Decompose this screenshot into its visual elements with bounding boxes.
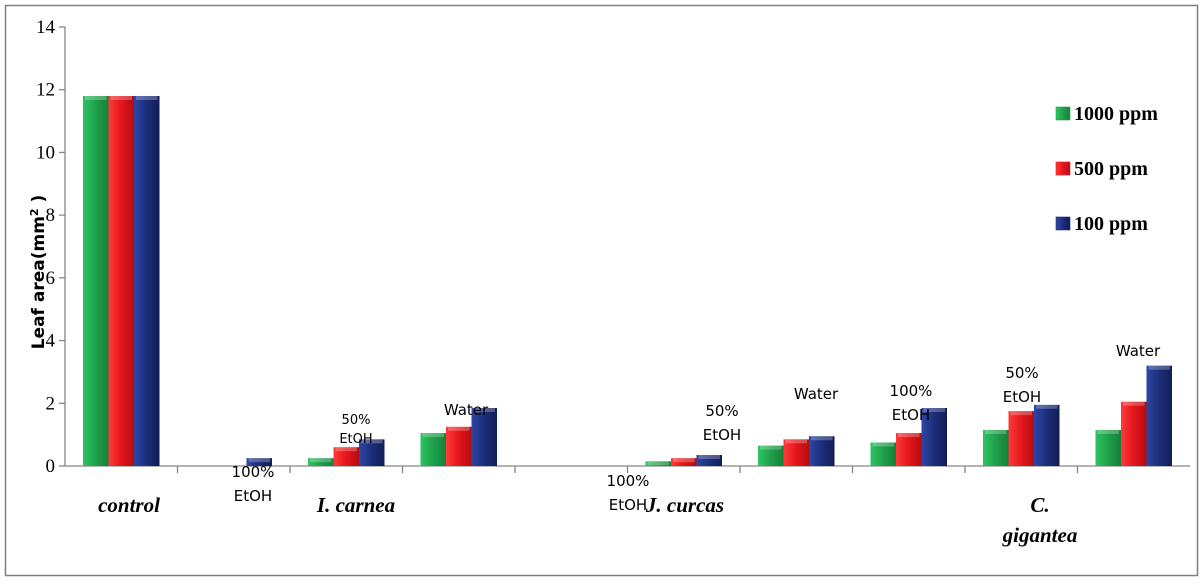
legend-swatch bbox=[1055, 161, 1071, 176]
y-axis-title-superscript: 2 bbox=[28, 208, 41, 216]
category-labels: control I. carnea J. curcas C. gigantea bbox=[98, 493, 1077, 547]
bar-top-highlight bbox=[985, 429, 1007, 434]
bar-top-highlight bbox=[1148, 365, 1170, 370]
legend-label: 1000 ppm bbox=[1074, 103, 1158, 125]
bar-top-highlight bbox=[110, 95, 132, 100]
bar-500ppm bbox=[108, 95, 134, 466]
y-tick-label: 0 bbox=[46, 456, 56, 477]
bar-top-highlight bbox=[473, 407, 495, 412]
bar-500ppm bbox=[1008, 411, 1034, 466]
bar-top-highlight bbox=[647, 461, 669, 466]
bar-top-highlight bbox=[248, 458, 270, 463]
bar-top-highlight bbox=[136, 95, 158, 100]
bar-100ppm bbox=[471, 407, 497, 466]
bar-top-highlight bbox=[1123, 401, 1145, 406]
bar-top-highlight bbox=[310, 458, 332, 463]
bar-top-highlight bbox=[811, 436, 833, 441]
group-label: EtOH bbox=[339, 432, 372, 447]
bar-1000ppm bbox=[870, 442, 896, 466]
bar-1000ppm bbox=[420, 433, 446, 466]
y-tick-label: 4 bbox=[46, 331, 56, 352]
bar-100ppm bbox=[134, 95, 160, 466]
group-label: EtOH bbox=[703, 426, 741, 444]
y-tick-label: 2 bbox=[46, 393, 56, 414]
group-label: 100% bbox=[890, 382, 933, 400]
legend-label: 100 ppm bbox=[1074, 213, 1148, 235]
y-axis-label: Leaf area(mm2 ) bbox=[28, 195, 50, 350]
group-label: Water bbox=[444, 401, 489, 419]
group-label: EtOH bbox=[1003, 388, 1041, 406]
bar-top-highlight bbox=[335, 447, 357, 452]
bar-top-highlight bbox=[422, 433, 444, 438]
group-label: 100% bbox=[232, 463, 275, 481]
y-axis-title-main: Leaf area(mm bbox=[29, 216, 49, 349]
group-label: 50% bbox=[342, 413, 371, 428]
bar-500ppm bbox=[671, 458, 697, 466]
bar-top-highlight bbox=[1010, 411, 1032, 416]
bar-1000ppm bbox=[83, 95, 109, 466]
group-label: 50% bbox=[705, 402, 738, 420]
y-tick-label: 8 bbox=[46, 205, 56, 226]
y-tick-label: 12 bbox=[36, 80, 55, 101]
group-label: EtOH bbox=[609, 496, 647, 514]
group-label: EtOH bbox=[234, 487, 272, 505]
y-axis-title: Leaf area(mm2 ) bbox=[28, 195, 50, 350]
bar-100ppm bbox=[1034, 404, 1060, 466]
legend-swatch bbox=[1055, 216, 1071, 231]
category-label: control bbox=[98, 493, 160, 517]
legend: 1000 ppm 500 ppm 100 ppm bbox=[1055, 103, 1158, 235]
bar-top-highlight bbox=[85, 95, 107, 100]
bar-500ppm bbox=[783, 439, 809, 466]
group-label: Water bbox=[1116, 342, 1161, 360]
y-tick-label: 6 bbox=[46, 268, 56, 289]
bar-top-highlight bbox=[872, 442, 894, 447]
y-tick-label: 14 bbox=[36, 17, 56, 38]
bar-top-highlight bbox=[760, 445, 782, 450]
bar-top-highlight bbox=[673, 458, 695, 463]
legend-swatch bbox=[1055, 106, 1071, 121]
y-axis-title-end: ) bbox=[29, 195, 49, 209]
y-tick-label: 10 bbox=[36, 142, 55, 163]
bar-100ppm bbox=[809, 436, 835, 466]
category-label: J. curcas bbox=[645, 493, 724, 517]
category-label: gigantea bbox=[1002, 523, 1078, 547]
chart-border bbox=[4, 4, 1199, 577]
annotations: 100% EtOH 50% EtOH Water 100% EtOH 50% EtOH Water… bbox=[232, 342, 1161, 514]
group-label: 100% bbox=[607, 472, 650, 490]
bar-500ppm bbox=[1121, 401, 1147, 466]
bar-100ppm bbox=[696, 455, 722, 466]
bar-1000ppm bbox=[983, 429, 1009, 466]
bar-top-highlight bbox=[361, 439, 383, 444]
bar-top-highlight bbox=[1097, 429, 1119, 434]
category-label: C. bbox=[1030, 493, 1049, 517]
category-label: I. carnea bbox=[316, 493, 395, 517]
group-label: 50% bbox=[1005, 364, 1038, 382]
bar-top-highlight bbox=[898, 433, 920, 438]
bar-500ppm bbox=[446, 426, 472, 466]
group-label: Water bbox=[794, 385, 839, 403]
bar-top-highlight bbox=[785, 439, 807, 444]
bar-1000ppm bbox=[645, 461, 671, 466]
bar-500ppm bbox=[896, 433, 922, 466]
bar-1000ppm bbox=[308, 458, 334, 466]
legend-label: 500 ppm bbox=[1074, 158, 1148, 180]
group-label: EtOH bbox=[892, 406, 930, 424]
bar-1000ppm bbox=[758, 445, 784, 466]
bar-top-highlight bbox=[698, 455, 720, 460]
bar-top-highlight bbox=[923, 407, 945, 412]
bar-1000ppm bbox=[1095, 429, 1121, 466]
bar-100ppm bbox=[246, 458, 272, 466]
bar-100ppm bbox=[1146, 365, 1172, 466]
bar-top-highlight bbox=[448, 426, 470, 431]
bars bbox=[83, 95, 1172, 466]
bar-100ppm bbox=[921, 407, 947, 466]
bar-top-highlight bbox=[1036, 404, 1058, 409]
bar-100ppm bbox=[359, 439, 385, 466]
bar-500ppm bbox=[333, 447, 359, 466]
